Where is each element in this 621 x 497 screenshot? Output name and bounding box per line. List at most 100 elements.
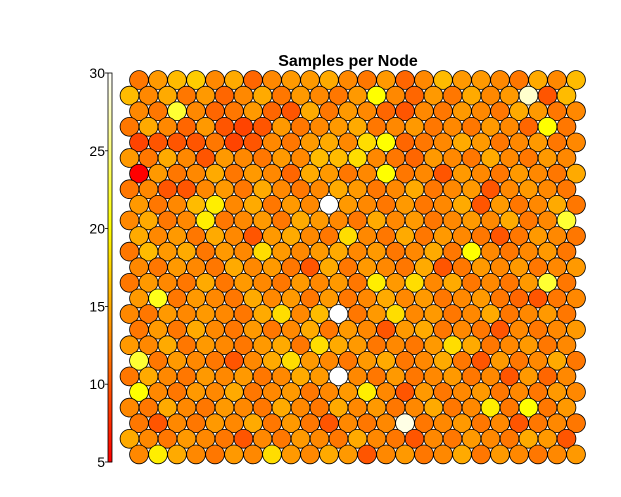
colorbar-segment (108, 329, 112, 333)
colorbar-segment (108, 397, 112, 401)
colorbar-segment (108, 367, 112, 372)
colorbar-segment (108, 387, 112, 392)
colorbar-segment (108, 280, 112, 285)
colorbar-segment (108, 231, 112, 236)
colorbar-segment (108, 215, 112, 220)
colorbar-segment (108, 264, 112, 268)
colorbar-segment (108, 455, 112, 460)
colorbar-segment (108, 85, 112, 90)
colorbar-tick-label: 5 (97, 454, 105, 470)
colorbar-segment (108, 163, 112, 168)
colorbar-segment (108, 144, 112, 149)
colorbar-segment (108, 442, 112, 447)
colorbar-segment (108, 251, 112, 256)
colorbar-tick-label: 25 (89, 143, 105, 159)
colorbar-segment (108, 325, 112, 330)
colorbar-segment (108, 293, 112, 298)
colorbar-segment (108, 273, 112, 278)
colorbar-segment (108, 209, 112, 213)
node-hit-circle (376, 444, 396, 465)
colorbar-segment (108, 335, 112, 340)
colorbar-segment (108, 170, 112, 174)
node-hit-circle (490, 444, 510, 465)
node-hit-circle (262, 444, 282, 465)
colorbar-segment (108, 238, 112, 243)
colorbar-segment (108, 270, 112, 275)
node-hit-circle (433, 444, 453, 465)
chart-title: Samples per Node (278, 53, 418, 70)
colorbar-segment (108, 89, 112, 93)
colorbar-segment (108, 134, 112, 139)
node-hit-circle (556, 148, 577, 168)
node-hit-circle (566, 413, 586, 434)
colorbar-segment (108, 257, 112, 262)
colorbar-segment (108, 342, 112, 346)
node-hit-circle (357, 444, 377, 465)
node-hit-circle (205, 444, 225, 465)
colorbar-segment (108, 186, 112, 191)
node-hit-circle (566, 195, 586, 215)
colorbar-segment (108, 436, 112, 440)
colorbar-segment (108, 79, 112, 84)
node-hit-circle (243, 444, 263, 465)
colorbar-segment (108, 445, 112, 450)
colorbar-segment (108, 322, 112, 327)
colorbar-segment (108, 377, 112, 382)
colorbar-segment (108, 449, 112, 453)
colorbar-segment (108, 406, 112, 411)
colorbar-segment (108, 192, 112, 197)
colorbar-segment (108, 73, 112, 77)
node-hit-circle (471, 444, 491, 465)
node-hit-circle (556, 428, 577, 449)
colorbar-segment (108, 384, 112, 388)
colorbar-segment (108, 439, 112, 444)
node-hit-circle (566, 101, 586, 121)
colorbar-segment (108, 416, 112, 421)
node-hit-circle (556, 85, 577, 106)
colorbar-segment (108, 267, 112, 272)
colorbar-segment (108, 351, 112, 356)
colorbar-segment (108, 283, 112, 288)
colorbar-segment (108, 244, 112, 249)
node-hit-circle (167, 444, 187, 465)
colorbar-segment (108, 358, 112, 363)
colorbar-segment (108, 228, 112, 233)
colorbar-segment (108, 218, 112, 223)
colorbar-segment (108, 225, 112, 230)
node-hit-circle (528, 444, 548, 465)
node-hit-circle (224, 444, 244, 465)
colorbar-segment (108, 355, 112, 359)
colorbar-segment (108, 303, 112, 307)
node-hit-circle (566, 350, 586, 371)
colorbar-segment (108, 202, 112, 207)
node-hit-circle (556, 210, 577, 231)
colorbar-segment (108, 277, 112, 281)
node-hit-circle (556, 366, 577, 387)
colorbar-segment (108, 312, 112, 317)
node-hit-circle (566, 382, 586, 402)
node-hit-circle (509, 444, 529, 465)
colorbar-segment (108, 154, 112, 158)
colorbar-segment (108, 199, 112, 204)
node-hit-circle (452, 444, 472, 465)
node-hit-circle (414, 444, 434, 465)
node-hit-circle (556, 179, 577, 200)
node-hit-circle (300, 444, 320, 465)
colorbar-segment (108, 102, 112, 106)
colorbar-segment (108, 332, 112, 337)
colorbar-segment (108, 410, 112, 414)
colorbar: 5 10 15 20 25 30 (89, 65, 113, 470)
colorbar-segment (108, 111, 112, 116)
node-hit-circle (547, 444, 567, 465)
node-hit-circle (566, 444, 586, 465)
node-hit-circle (319, 444, 339, 465)
colorbar-tick-label: 30 (89, 65, 105, 81)
node-hit-circle (566, 70, 586, 90)
colorbar-segment (108, 345, 112, 350)
colorbar-segment (108, 390, 112, 395)
node-hit-circle (148, 444, 168, 465)
colorbar-segment (108, 121, 112, 126)
colorbar-segment (108, 222, 112, 226)
node-hit-circle (566, 319, 586, 340)
